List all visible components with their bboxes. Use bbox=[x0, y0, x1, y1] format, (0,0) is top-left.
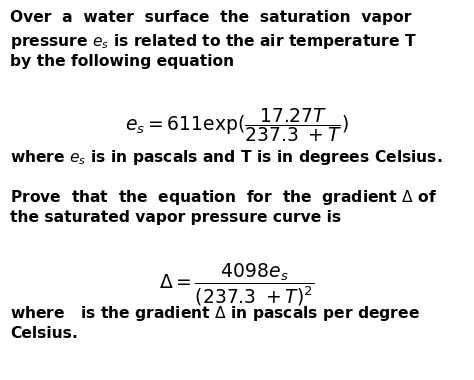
Text: $e_s = 611\mathrm{exp}(\dfrac{17.27T}{237.3\ +T})$: $e_s = 611\mathrm{exp}(\dfrac{17.27T}{23… bbox=[125, 106, 349, 144]
Text: Prove  that  the  equation  for  the  gradient $\Delta$ of: Prove that the equation for the gradient… bbox=[10, 188, 437, 207]
Text: where $e_s$ is in pascals and T is in degrees Celsius.: where $e_s$ is in pascals and T is in de… bbox=[10, 148, 443, 167]
Text: by the following equation: by the following equation bbox=[10, 54, 234, 69]
Text: pressure $e_s$ is related to the air temperature T: pressure $e_s$ is related to the air tem… bbox=[10, 32, 417, 51]
Text: where   is the gradient $\Delta$ in pascals per degree: where is the gradient $\Delta$ in pascal… bbox=[10, 304, 420, 323]
Text: $\Delta= \dfrac{4098e_s}{(237.3\ +T)^2}$: $\Delta= \dfrac{4098e_s}{(237.3\ +T)^2}$ bbox=[159, 261, 315, 308]
Text: Celsius.: Celsius. bbox=[10, 326, 78, 340]
Text: the saturated vapor pressure curve is: the saturated vapor pressure curve is bbox=[10, 210, 341, 225]
Text: Over  a  water  surface  the  saturation  vapor: Over a water surface the saturation vapo… bbox=[10, 10, 411, 25]
